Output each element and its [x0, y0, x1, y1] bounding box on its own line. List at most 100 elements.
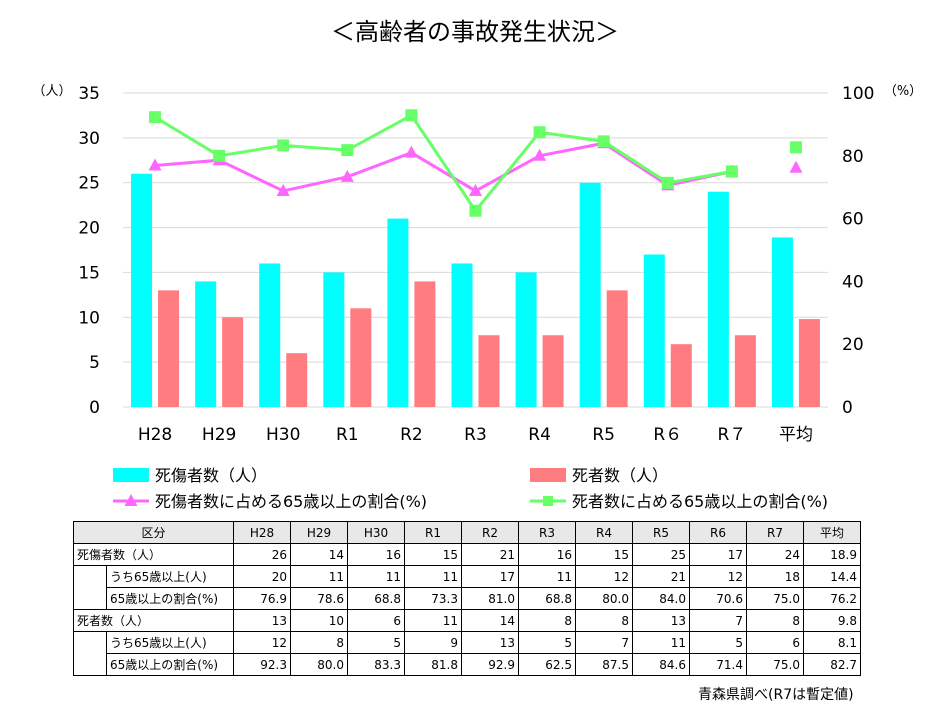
- table-cell: 92.9: [461, 653, 519, 676]
- table-cell: 21: [632, 565, 690, 588]
- table-cell: 17: [461, 565, 519, 588]
- y-left-tick-label: 5: [89, 353, 100, 373]
- bar-deaths: [158, 290, 180, 407]
- y-left-tick-label: 35: [78, 84, 100, 104]
- bar-casualties: [323, 272, 345, 407]
- table-cell: 12: [689, 565, 747, 588]
- table-cell: 84.6: [632, 653, 690, 676]
- legend-swatch: [530, 468, 566, 482]
- table-cell: 10: [290, 609, 348, 632]
- table-header-cell: H28: [233, 521, 291, 544]
- x-tick-label: H29: [202, 425, 236, 445]
- point-casualty-ratio: [789, 160, 803, 173]
- table-cell: 73.3: [404, 587, 462, 610]
- point-death-ratio: [725, 165, 738, 178]
- row-label: 65歳以上の割合(%): [106, 653, 234, 676]
- table-cell: 6: [347, 609, 405, 632]
- table-cell: 75.0: [746, 587, 804, 610]
- axes: 0 5 10 15 20 25 30 35 0 20 40 60 80 100 （人） （%） H28 H29 H3…: [32, 84, 922, 445]
- point-casualty-ratio: [340, 169, 354, 182]
- y-right-tick-label: 0: [842, 398, 853, 418]
- table-row: 65歳以上の割合(%) 92.3 80.0 83.3 81.8 92.9 62.5 87.5 8…: [73, 653, 861, 676]
- row-indent: [73, 631, 107, 654]
- row-label: 死者数（人）: [73, 609, 234, 632]
- point-casualty-ratio: [469, 183, 482, 196]
- table-cell: 18: [746, 565, 804, 588]
- bar-casualties: [195, 281, 217, 407]
- table-cell: 71.4: [689, 653, 747, 676]
- table-cell: 6: [746, 631, 804, 654]
- table-cell: 13: [632, 609, 690, 632]
- y-right-tick-label: 20: [842, 335, 864, 355]
- chart: ＜高齢者の事故発生状況＞ 0 5 10 15 20 25 30 35 0 20 40 60 80 100 （…: [32, 18, 922, 511]
- table-cell: 9: [404, 631, 462, 654]
- y-right-tick-label: 40: [842, 272, 864, 292]
- bar-deaths: [478, 335, 500, 407]
- row-indent: [73, 565, 107, 588]
- table-cell: 5: [518, 631, 576, 654]
- bar-deaths: [542, 335, 564, 407]
- table-cell: 84.0: [632, 587, 690, 610]
- table-cell: 20: [233, 565, 291, 588]
- table-cell: 76.9: [233, 587, 291, 610]
- legend-label: 死傷者数に占める65歳以上の割合(%): [155, 492, 427, 511]
- row-label: 死傷者数（人）: [73, 543, 234, 566]
- row-indent: [73, 653, 107, 676]
- table-cell: 7: [689, 609, 747, 632]
- legend: 死傷者数（人） 死者数（人） 死傷者数に占める65歳以上の割合(%) 死者数に占める6…: [113, 466, 828, 511]
- point-death-ratio: [405, 109, 418, 122]
- point-death-ratio: [277, 139, 290, 152]
- bar-deaths: [606, 290, 628, 407]
- y-right-unit: （%）: [884, 84, 922, 99]
- bar-deaths: [222, 317, 244, 407]
- table-cell: 92.3: [233, 653, 291, 676]
- table-cell: 68.8: [518, 587, 576, 610]
- point-death-ratio: [597, 135, 610, 148]
- table-cell: 14.4: [803, 565, 861, 588]
- table-row: 死者数（人） 13 10 6 11 14 8 8 13 7 8 9.8: [73, 609, 861, 632]
- point-death-ratio: [661, 176, 674, 189]
- table-cell: 16: [347, 543, 405, 566]
- y-left-tick-label: 20: [78, 219, 100, 239]
- table-cell: 68.8: [347, 587, 405, 610]
- table-row: うち65歳以上(人) 12 8 5 9 13 5 7 11 5 6 8.1: [73, 631, 861, 654]
- table-row: 65歳以上の割合(%) 76.9 78.6 68.8 73.3 81.0 68.8 80.0 8…: [73, 587, 861, 610]
- table-cell: 83.3: [347, 653, 405, 676]
- x-tick-label: R4: [528, 425, 551, 445]
- bar-casualties: [771, 237, 793, 407]
- point-death-ratio: [341, 144, 354, 157]
- row-label: 65歳以上の割合(%): [106, 587, 234, 610]
- series-line-death-ratio: [154, 113, 733, 214]
- table-cell: 15: [575, 543, 633, 566]
- y-left-unit: （人）: [32, 84, 71, 99]
- y-right-tick-label: 100: [842, 84, 874, 104]
- table-header-cell: 区分: [73, 521, 234, 544]
- table-cell: 5: [689, 631, 747, 654]
- row-indent: [73, 587, 107, 610]
- bar-casualties: [259, 263, 281, 407]
- table-header-cell: R5: [632, 521, 690, 544]
- table-cell: 17: [689, 543, 747, 566]
- table-row: 死傷者数（人） 26 14 16 15 21 16 15 25 17 24 18.9: [73, 543, 861, 566]
- point-casualty-ratio: [148, 158, 162, 171]
- table-cell: 80.0: [290, 653, 348, 676]
- y-right-tick-label: 80: [842, 147, 864, 167]
- table-header-cell: R7: [746, 521, 804, 544]
- y-left-tick-label: 0: [89, 398, 100, 418]
- x-tick-label: R６: [653, 425, 682, 445]
- table-row: うち65歳以上(人) 20 11 11 11 17 11 12 21 12 18 14.4: [73, 565, 861, 588]
- table-cell: 11: [404, 565, 462, 588]
- point-death-ratio: [789, 141, 802, 154]
- x-tick-label: 平均: [779, 425, 813, 445]
- table-cell: 13: [233, 609, 291, 632]
- table-cell: 8: [518, 609, 576, 632]
- x-tick-label: R2: [400, 425, 423, 445]
- table-cell: 11: [632, 631, 690, 654]
- series-line-casualty-ratio: [154, 141, 733, 193]
- bar-casualties: [387, 218, 409, 407]
- bar-deaths: [350, 308, 372, 407]
- bar-casualties: [515, 272, 537, 407]
- legend-label: 死者数に占める65歳以上の割合(%): [572, 492, 828, 511]
- data-table: 区分 H28 H29 H30 R1 R2 R3 R4 R5 R6 R7 平均 死傷者数（人） 26 14 16…: [73, 521, 861, 676]
- table-cell: 76.2: [803, 587, 861, 610]
